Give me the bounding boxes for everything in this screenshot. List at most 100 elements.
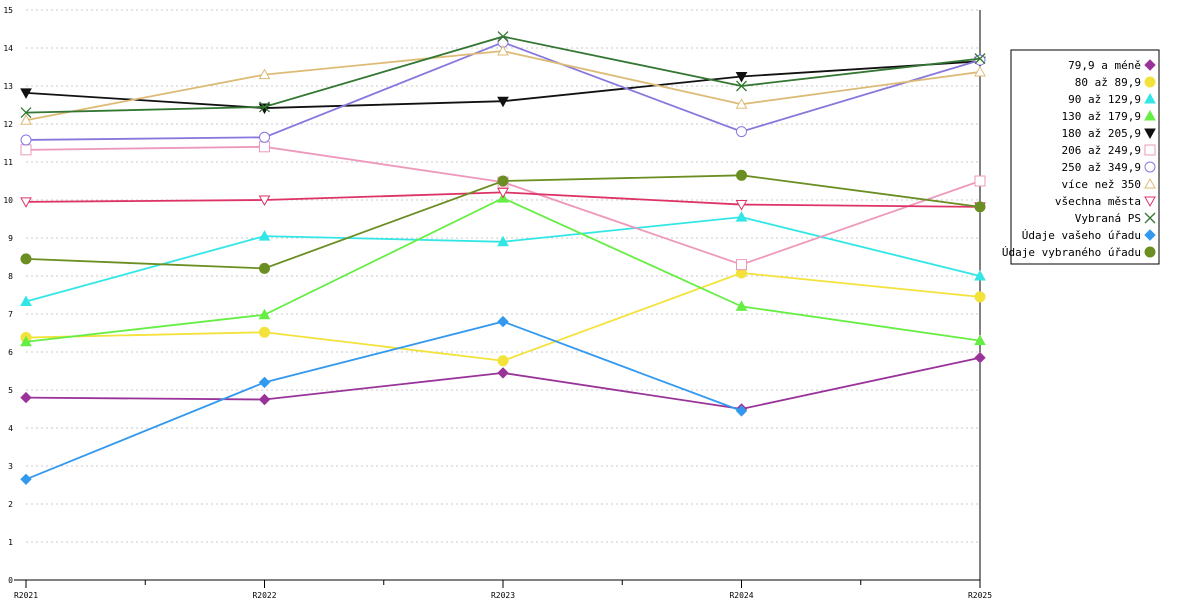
- y-tick-label: 1: [8, 538, 13, 547]
- grid: [26, 9, 980, 543]
- legend-marker: [1144, 109, 1156, 121]
- data-point: [259, 141, 270, 153]
- data-point: [497, 367, 509, 379]
- data-point: [736, 169, 747, 181]
- data-point: [20, 144, 32, 156]
- data-point: [736, 126, 747, 138]
- legend-label: Vybraná PS: [1075, 212, 1141, 225]
- x-tick-label: R2025: [968, 591, 992, 600]
- legend-marker: [1144, 229, 1156, 241]
- legend-label: 206 až 249,9: [1062, 144, 1141, 157]
- legend-marker: [1144, 76, 1156, 88]
- x-tick-label: R2022: [252, 591, 276, 600]
- y-tick-label: 5: [8, 386, 13, 395]
- legend-marker: [1144, 196, 1156, 208]
- data-point: [258, 68, 271, 80]
- data-point: [20, 88, 32, 99]
- data-point: [20, 107, 32, 119]
- legend: 79,9 a méně 80 až 89,9 90 až 129,9 130 až 1…: [1002, 49, 1160, 265]
- data-point: [974, 334, 986, 346]
- legend-label: 180 až 205,9: [1062, 127, 1141, 140]
- data-point: [974, 54, 986, 66]
- legend-label: více než 350: [1062, 178, 1141, 191]
- x-tick-label: R2024: [729, 591, 753, 600]
- series-8: [20, 45, 986, 125]
- series-line: [25, 320, 742, 481]
- data-point: [20, 253, 32, 265]
- legend-label: 130 až 179,9: [1062, 110, 1141, 123]
- series-12: [20, 169, 986, 274]
- data-point: [974, 175, 986, 187]
- legend-label: 90 až 129,9: [1068, 93, 1141, 106]
- data-point: [20, 197, 32, 208]
- data-point: [497, 96, 509, 108]
- legend-marker: [1144, 128, 1156, 140]
- y-tick-label: 3: [8, 462, 13, 471]
- data-point: [259, 101, 270, 113]
- data-point: [259, 131, 270, 143]
- data-point: [736, 80, 747, 92]
- series-group: [20, 31, 986, 486]
- y-tick-label: 6: [8, 348, 13, 357]
- y-tick-label: 13: [3, 82, 13, 91]
- series-11: [20, 315, 748, 486]
- legend-marker: [1144, 246, 1156, 258]
- series-line: [25, 216, 981, 303]
- y-tick-label: 14: [3, 44, 13, 53]
- x-tick-label: R2021: [14, 591, 38, 600]
- data-point: [258, 376, 271, 389]
- data-point: [735, 200, 748, 211]
- legend-label: 250 až 349,9: [1062, 161, 1141, 174]
- y-tick-label: 4: [8, 424, 13, 433]
- data-point: [258, 393, 271, 406]
- legend-box: [1010, 49, 1160, 265]
- data-point: [735, 72, 748, 83]
- y-tick-label: 10: [3, 196, 13, 205]
- data-point: [20, 335, 32, 347]
- data-point: [20, 114, 32, 125]
- legend-label: 79,9 a méně: [1068, 59, 1141, 72]
- legend-label: Údaje vybraného úřadu: [1002, 246, 1141, 259]
- data-point: [258, 195, 271, 207]
- data-point: [497, 31, 509, 43]
- series-10: [20, 31, 986, 119]
- legend-label: Údaje vašeho úřadu: [1022, 229, 1141, 242]
- series-3: [20, 211, 986, 306]
- data-point: [497, 187, 509, 199]
- y-tick-label: 11: [3, 158, 13, 167]
- legend-marker: [1144, 92, 1156, 104]
- data-point: [497, 235, 509, 247]
- series-5: [20, 56, 986, 115]
- data-point: [497, 175, 509, 187]
- y-tick-label: 2: [8, 500, 13, 509]
- legend-marker: [1144, 59, 1156, 71]
- data-point: [259, 262, 270, 274]
- data-point: [974, 201, 986, 213]
- data-point: [735, 405, 748, 417]
- data-point: [497, 355, 509, 367]
- data-point: [258, 308, 271, 320]
- x-tick-label: R2023: [491, 591, 515, 600]
- data-point: [974, 53, 986, 65]
- data-point: [497, 315, 509, 328]
- y-tick-label: 9: [8, 234, 13, 243]
- legend-label: 80 až 89,9: [1075, 76, 1141, 89]
- data-point: [20, 473, 32, 486]
- data-point: [258, 230, 271, 241]
- y-tick-label: 8: [8, 272, 13, 281]
- y-tick-label: 15: [3, 6, 13, 15]
- data-point: [974, 269, 986, 281]
- data-point: [974, 291, 986, 303]
- y-tick-label: 12: [3, 120, 13, 129]
- legend-label: všechna města: [1055, 195, 1141, 208]
- data-point: [736, 259, 747, 271]
- data-point: [259, 326, 270, 338]
- legend-marker: [1144, 144, 1156, 156]
- data-point: [974, 351, 986, 364]
- y-tick-label: 7: [8, 310, 13, 319]
- data-point: [735, 98, 748, 109]
- y-tick-label: 0: [8, 576, 13, 585]
- data-point: [20, 134, 32, 146]
